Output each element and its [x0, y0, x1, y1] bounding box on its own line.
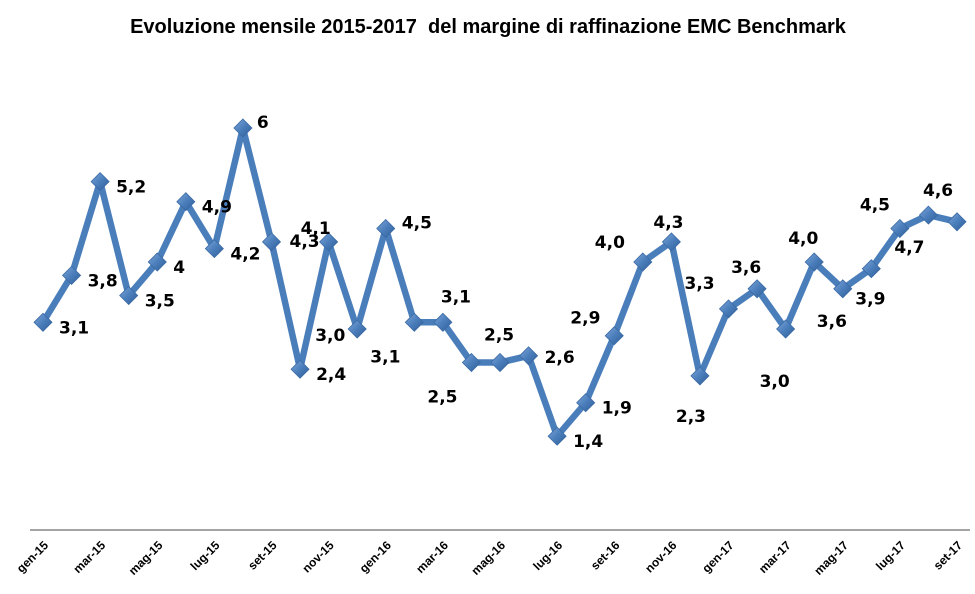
x-tick-label: gen-16	[357, 538, 394, 575]
data-label: 2,5	[427, 388, 457, 408]
data-label: 2,6	[545, 348, 575, 368]
data-label: 3,6	[817, 312, 847, 332]
x-tick-label: mag-16	[469, 538, 509, 578]
data-label: 2,5	[484, 326, 514, 346]
data-label: 2,4	[316, 365, 346, 385]
data-label: 3,1	[441, 287, 471, 307]
data-label: 1,9	[602, 399, 632, 419]
x-tick-label: nov-15	[299, 538, 336, 575]
data-label: 2,9	[570, 309, 600, 329]
data-label: 4,5	[402, 214, 432, 234]
data-point-marker	[718, 299, 739, 319]
data-label: 4,7	[894, 238, 924, 258]
data-point-marker	[547, 426, 567, 446]
data-point-marker	[576, 393, 596, 413]
x-tick-label: mar-17	[756, 538, 794, 576]
data-label: 3,0	[760, 372, 790, 392]
data-label: 3,5	[145, 292, 175, 312]
series-margine	[33, 118, 967, 446]
x-tick-label: lug-17	[873, 538, 908, 573]
data-point-marker	[947, 212, 967, 232]
data-label: 4,0	[595, 233, 625, 253]
data-point-marker	[376, 218, 396, 239]
data-label: 3,1	[59, 318, 89, 338]
x-tick-label: set-17	[931, 538, 966, 573]
data-labels: 3,1 3,8 5,2 3,5 4 4,9 4,2 6 4,3 2,4 4,1 3,0 4,5 3,1 3,…	[59, 113, 953, 452]
data-label: 6	[257, 113, 269, 133]
data-label: 3,6	[731, 258, 761, 278]
chart-title: Evoluzione mensile 2015-2017 del margine…	[130, 16, 847, 38]
x-tick-label: mar-16	[413, 538, 451, 576]
data-point-marker	[604, 326, 624, 346]
x-tick-labels: gen-15 mar-15 mag-15 lug-15 set-15 nov-15 gen-…	[14, 538, 965, 578]
data-point-marker	[518, 346, 539, 366]
x-tick-label: mag-17	[811, 538, 851, 578]
x-tick-label: gen-17	[699, 538, 736, 575]
data-point-marker	[233, 118, 253, 138]
x-tick-label: mag-15	[126, 538, 166, 578]
data-label: 4,2	[230, 245, 260, 265]
data-label: 1,4	[573, 432, 603, 452]
data-point-marker	[861, 259, 881, 279]
x-tick-label: nov-16	[642, 538, 679, 575]
data-label: 4,3	[290, 232, 320, 252]
data-point-marker	[404, 312, 424, 332]
data-label: 3,0	[315, 326, 345, 346]
data-label: 4	[173, 258, 185, 278]
data-point-marker	[461, 352, 482, 373]
data-point-marker	[204, 239, 224, 259]
data-point-marker	[804, 252, 824, 272]
series-line	[40, 124, 958, 440]
x-tick-label: set-15	[245, 538, 280, 573]
data-point-marker	[776, 319, 796, 339]
data-point-marker	[690, 366, 710, 386]
data-point-marker	[61, 265, 82, 285]
data-point-marker	[90, 172, 110, 192]
data-label: 3,9	[855, 290, 885, 310]
data-point-marker	[747, 279, 767, 299]
data-label: 3,8	[88, 271, 118, 291]
data-label: 4,1	[301, 219, 331, 239]
data-point-marker	[918, 205, 939, 225]
x-tick-label: set-16	[588, 538, 623, 573]
x-tick-label: mar-15	[70, 538, 108, 576]
data-label: 3,1	[370, 347, 400, 367]
data-point-marker	[176, 192, 196, 212]
data-point-marker	[890, 218, 910, 239]
data-point-marker	[119, 285, 139, 306]
data-point-marker	[319, 232, 339, 252]
x-tick-label: lug-15	[188, 538, 223, 573]
x-tick-label: gen-15	[14, 538, 51, 575]
data-label: 4,3	[653, 213, 683, 233]
data-point-marker	[661, 232, 681, 252]
data-point-marker	[290, 359, 310, 379]
data-label: 4,5	[860, 196, 890, 216]
data-label: 4,0	[788, 229, 818, 249]
data-point-marker	[633, 252, 653, 272]
data-label: 4,6	[923, 181, 953, 201]
data-point-marker	[147, 252, 167, 272]
data-point-marker	[33, 312, 53, 332]
data-label: 2,3	[676, 407, 706, 427]
data-point-marker	[261, 232, 282, 252]
data-point-marker	[833, 279, 853, 299]
x-tick-label: lug-16	[530, 538, 565, 573]
data-point-marker	[490, 352, 510, 373]
data-label: 5,2	[116, 178, 146, 198]
data-label: 3,3	[685, 274, 715, 294]
data-point-marker	[347, 319, 367, 339]
data-point-marker	[433, 312, 453, 332]
data-label: 4,9	[202, 198, 232, 218]
